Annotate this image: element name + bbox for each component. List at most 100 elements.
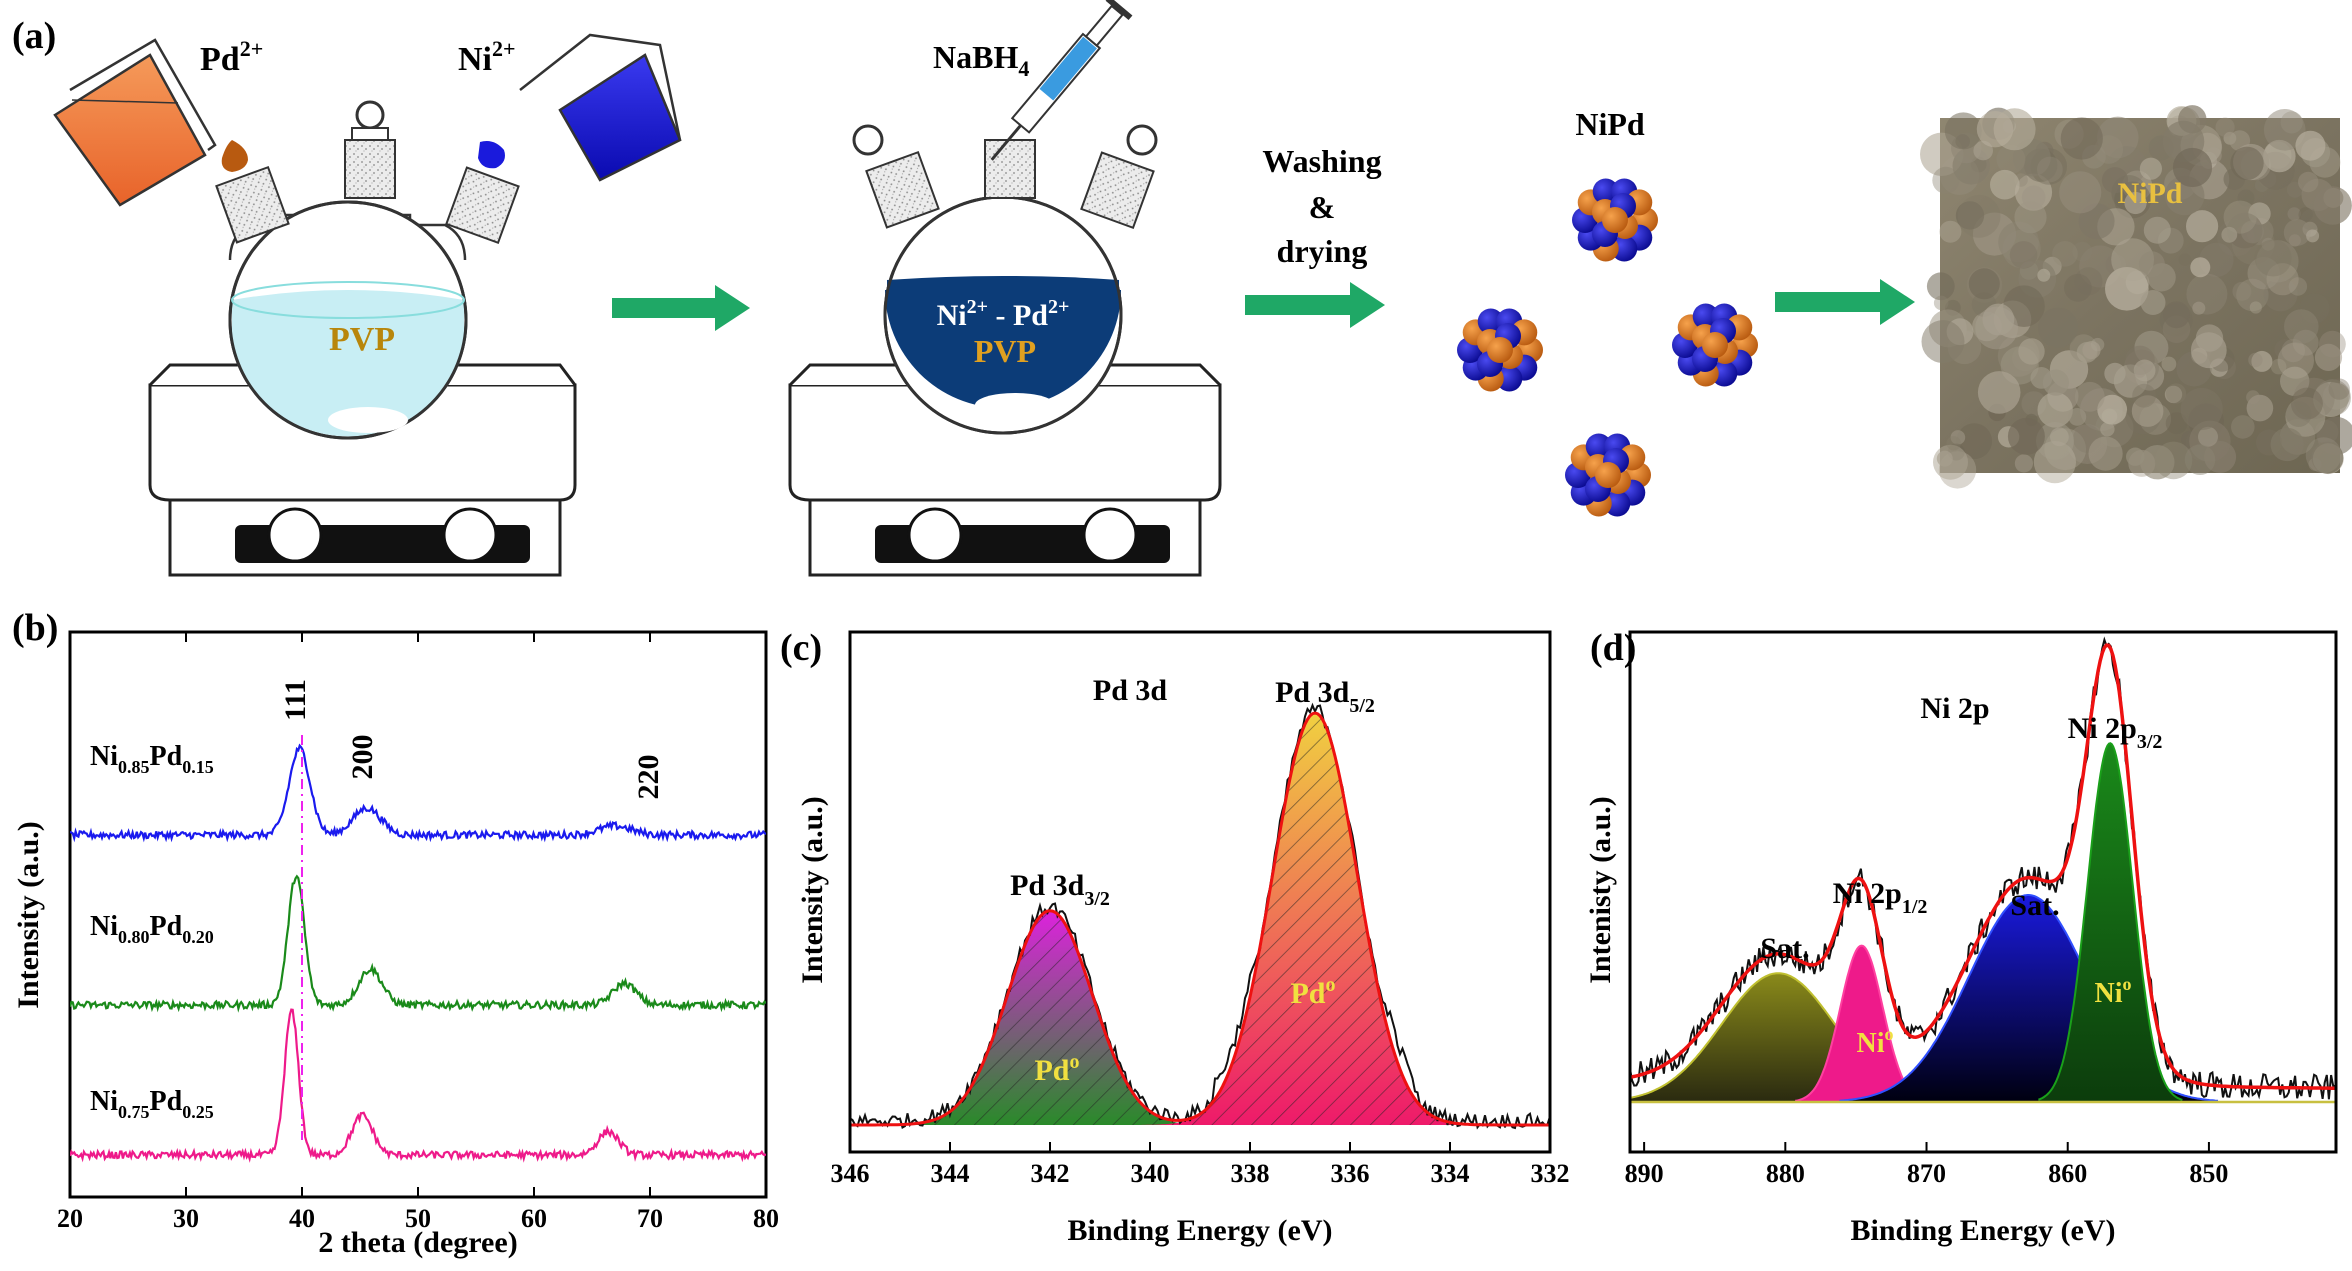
sem-grain (2132, 383, 2157, 408)
panel-a: (a) PVP (12, 0, 2352, 577)
sem-grain (1996, 144, 2026, 174)
drying-label: drying (1277, 233, 1368, 269)
mix-ions-label: Ni2+ - Pd2+ (937, 296, 1070, 332)
sem-grain (2227, 212, 2263, 249)
sem-grain (2037, 268, 2051, 282)
d-sat-label-1: Sat. (1760, 932, 1809, 965)
sem-grain (2281, 338, 2305, 363)
c-fit-envelope (850, 711, 1550, 1127)
d-xlabel: Binding Energy (eV) (1850, 1214, 2115, 1247)
sem-grain (2060, 117, 2103, 160)
d-x-tick-label: 870 (1907, 1159, 1946, 1188)
sem-grain (2223, 200, 2257, 234)
nanoparticle-cluster (1672, 303, 1758, 387)
sem-grain (1926, 272, 1955, 301)
d-fill-label-1: Nio (1857, 1024, 1894, 1059)
sem-grain (2038, 307, 2079, 348)
sem-grain (2293, 377, 2335, 420)
sem-grain (2154, 441, 2193, 480)
knob-icon (1082, 507, 1138, 563)
nipd-label: NiPd (1575, 106, 1645, 142)
sem-grain (2172, 147, 2213, 188)
sem-grain (2101, 167, 2129, 194)
d-peak-label-1-2: Ni 2p1/2 (1833, 877, 1928, 918)
arrow-3-icon (1775, 279, 1915, 325)
sem-grain (1990, 169, 2020, 200)
sem-grain (2299, 293, 2330, 324)
and-label: & (1309, 189, 1336, 225)
sem-grain (2140, 445, 2175, 480)
sem-grain (1982, 303, 2015, 336)
b-xlabel: 2 theta (degree) (318, 1226, 517, 1259)
sem-grain (2138, 251, 2165, 278)
d-ylabel: Intenisty (a.u.) (1584, 796, 1617, 984)
sem-grain (2033, 441, 2076, 484)
c-fit-hatch (1140, 713, 1490, 1125)
d-peak-label-3-2: Ni 2p3/2 (2068, 712, 2163, 753)
c-x-tick-label: 336 (1331, 1159, 1370, 1188)
sem-grain (2237, 189, 2255, 207)
sem-grain (1933, 295, 1949, 311)
ni-atom (1711, 360, 1738, 387)
sem-grain (1939, 220, 1962, 243)
panel-a-label: (a) (12, 15, 56, 57)
pd-atom (1602, 207, 1628, 233)
c-title: Pd 3d (1093, 674, 1168, 707)
sem-grain (1975, 306, 2018, 350)
sem-grain (2088, 436, 2123, 471)
pd-ion-label: Pd2+ (200, 36, 263, 78)
xrd-series-Ni0.75Pd0.25 (70, 1008, 766, 1163)
b-x-tick-label: 80 (753, 1204, 779, 1233)
ni-atom (1585, 433, 1612, 460)
sem-grain (2161, 356, 2177, 372)
mix-pvp-label: PVP (974, 333, 1036, 369)
sem-grain (2131, 395, 2164, 427)
sem-grain (2064, 273, 2092, 302)
sem-grain (2190, 257, 2211, 278)
sem-grain (2163, 301, 2190, 329)
d-fit-area (1793, 945, 1930, 1102)
b-x-tick-label: 30 (173, 1204, 199, 1233)
d-fit-area (2037, 743, 2183, 1102)
sem-label: NiPd (2117, 177, 2182, 210)
sem-grain (2014, 201, 2047, 234)
sem-grain (1944, 112, 1982, 150)
ni-atom (1477, 308, 1504, 335)
b-x-tick-label: 40 (289, 1204, 315, 1233)
d-sat-label-2: Sat. (2010, 889, 2059, 922)
ni-atom (1692, 303, 1719, 330)
sem-grain (2263, 109, 2306, 151)
d-fit-envelope (1630, 643, 2336, 1090)
sem-grain (1976, 111, 2014, 148)
sem-grain (2284, 309, 2319, 344)
sem-grain (1932, 166, 1960, 194)
sem-grain (1921, 320, 1965, 364)
sem-grain (2059, 171, 2102, 214)
b-x-tick-label: 60 (521, 1204, 547, 1233)
sem-grain (2292, 329, 2319, 356)
c-peak-label-5-2: Pd 3d5/2 (1275, 676, 1375, 717)
b-x-tick-label: 20 (57, 1204, 83, 1233)
sem-grain (2280, 366, 2310, 396)
sem-grain (2014, 454, 2033, 473)
sem-grain (2097, 394, 2128, 425)
sem-grain (1946, 436, 1961, 451)
b-x-tick-label: 70 (637, 1204, 663, 1233)
c-xlabel: Binding Energy (eV) (1067, 1214, 1332, 1247)
c-raw-spectrum (850, 702, 1550, 1130)
sem-grain (2101, 408, 2118, 425)
flask-1: PVP (215, 100, 520, 440)
d-fill-label-2: Nio (2095, 974, 2132, 1009)
sem-grain (2042, 369, 2069, 396)
sem-grain (2198, 426, 2218, 447)
sem-grain (2164, 385, 2183, 404)
panel-c-label: (c) (780, 627, 822, 669)
d-fit-area (1630, 973, 1959, 1102)
sem-grain (2231, 415, 2255, 439)
sem-grain (1950, 430, 1966, 445)
ni-atom (1604, 490, 1631, 517)
annotation-200: 200 (346, 735, 379, 780)
sem-grain (2166, 383, 2187, 404)
b-x-tick-label: 50 (405, 1204, 431, 1233)
sem-grain (2230, 146, 2264, 180)
